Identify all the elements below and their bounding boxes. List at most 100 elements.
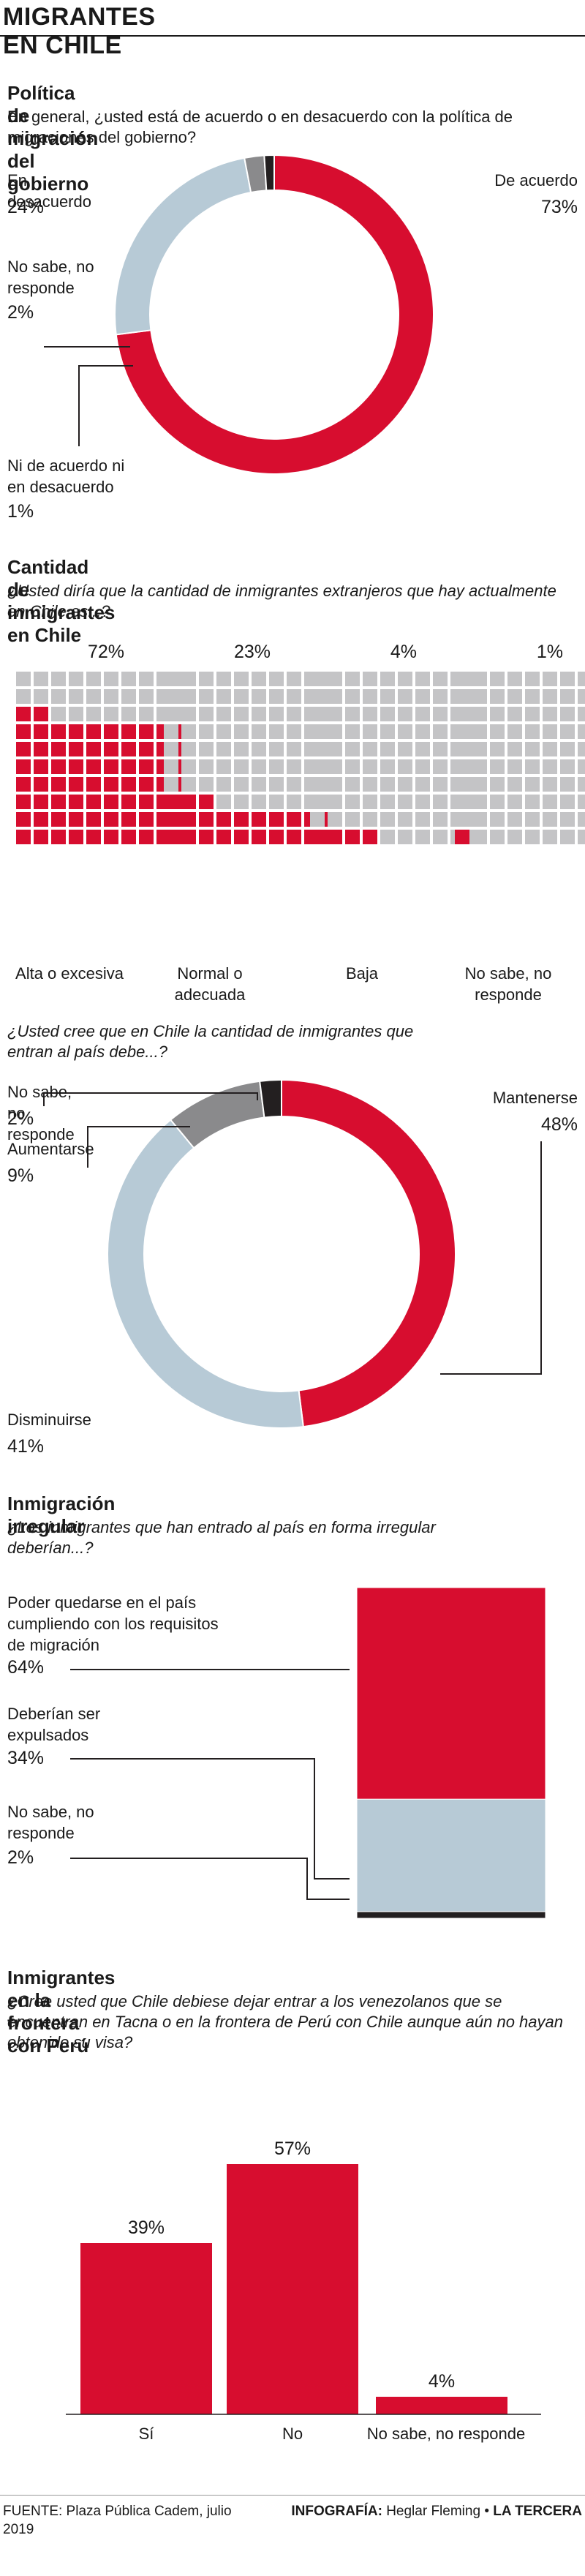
waffle-square (310, 777, 325, 792)
waffle-square (139, 812, 154, 827)
waffle-square (269, 689, 284, 704)
waffle-square (310, 707, 325, 721)
footer-source: FUENTE: Plaza Pública Cadem, julio 2019 (3, 2504, 232, 2537)
waffle-square (86, 724, 101, 739)
waffle-square (363, 689, 377, 704)
waffle-square (139, 742, 154, 756)
waffle-square (433, 795, 448, 809)
waffle-square (34, 689, 48, 704)
waffle-square (363, 830, 377, 844)
bar-no-sabe (376, 2397, 507, 2414)
leader-ni-de-acuerdo (78, 365, 133, 446)
waffle-square (490, 672, 505, 686)
credit-prefix: INFOGRAFÍA: (291, 2504, 382, 2519)
waffle-square (16, 742, 31, 756)
waffle-square (543, 812, 557, 827)
waffle-square (525, 759, 540, 774)
waffle-square (269, 812, 284, 827)
waffle-square (51, 830, 66, 844)
waffle-square (16, 777, 31, 792)
cantidad-question: ¿Usted diría que la cantidad de inmigran… (7, 582, 556, 620)
footer-credit: INFOGRAFÍA: Heglar Fleming • LA TERCERA (271, 2502, 582, 2520)
waffle-square (269, 830, 284, 844)
waffle-square (34, 742, 48, 756)
waffle-square (543, 672, 557, 686)
waffle-square (287, 742, 301, 756)
waffle-square (345, 812, 360, 827)
value-ni-de-acuerdo: 1% (7, 501, 34, 522)
waffle-square (234, 724, 249, 739)
waffle-square (543, 830, 557, 844)
waffle-square (216, 724, 231, 739)
waffle-square (398, 742, 412, 756)
title-rule (0, 35, 585, 37)
waffle-square (16, 724, 31, 739)
leader-expulsados (70, 1758, 350, 1880)
waffle-square (287, 707, 301, 721)
waffle-square (507, 689, 522, 704)
waffle-square (269, 777, 284, 792)
bar-label-no-sabe: No sabe, no responde (366, 2425, 526, 2443)
waffle-square (86, 777, 101, 792)
waffle-square (121, 689, 136, 704)
waffle-square (216, 742, 231, 756)
waffle-square (181, 707, 196, 721)
waffle-square (578, 672, 585, 686)
waffle-square (216, 759, 231, 774)
value-mantenerse: 48% (540, 1114, 578, 1135)
waffle-square (121, 830, 136, 844)
waffle-square (139, 672, 154, 686)
irregular-question: ¿Los inmigrantes que han entrado al país… (7, 1518, 436, 1557)
waffle-square (34, 795, 48, 809)
waffle-square (415, 830, 430, 844)
waffle-square (310, 672, 325, 686)
leader-aumentarse (87, 1126, 190, 1168)
waffle-square (455, 672, 469, 686)
waffle-square (199, 759, 214, 774)
value-no-sabe-1: 2% (7, 302, 34, 323)
waffle-square (455, 777, 469, 792)
waffle-square (287, 672, 301, 686)
waffle-square (345, 759, 360, 774)
waffle-square (16, 795, 31, 809)
waffle-square (433, 812, 448, 827)
waffle-square (415, 672, 430, 686)
leader-mantenerse (440, 1141, 542, 1375)
waffle-square (380, 742, 395, 756)
value-poder-quedarse: 64% (7, 1657, 45, 1678)
waffle-square (380, 777, 395, 792)
waffle-square (86, 742, 101, 756)
waffle-label-3: No sabe, no responde (464, 964, 552, 1004)
waffle-label-2: Baja (345, 964, 379, 983)
waffle-square (472, 795, 487, 809)
waffle-square (507, 777, 522, 792)
waffle-square (363, 742, 377, 756)
waffle-square (199, 707, 214, 721)
waffle-square (234, 742, 249, 756)
waffle-square (328, 830, 342, 844)
waffle-square (472, 812, 487, 827)
waffle-square (86, 830, 101, 844)
donut-chart-debe (107, 1078, 456, 1429)
waffle-square (69, 689, 83, 704)
waffle-square (415, 777, 430, 792)
waffle-square (69, 672, 83, 686)
waffle-square (328, 689, 342, 704)
waffle-square (16, 759, 31, 774)
waffle-square (415, 795, 430, 809)
waffle-square (380, 689, 395, 704)
waffle-square (16, 689, 31, 704)
waffle-square (560, 830, 575, 844)
waffle-square (578, 742, 585, 756)
cantidad-heading: Cantidad de inmigrantes en Chile (7, 556, 116, 646)
waffle-square (578, 724, 585, 739)
waffle-square (234, 795, 249, 809)
waffle-square (86, 759, 101, 774)
politica-heading: Política de migración del gobierno (7, 82, 99, 195)
waffle-square (560, 724, 575, 739)
waffle-square (578, 830, 585, 844)
waffle-square (216, 672, 231, 686)
bar-value-no-sabe: 4% (428, 2371, 456, 2392)
waffle-square (164, 812, 178, 827)
label-de-acuerdo: De acuerdo (494, 171, 578, 189)
